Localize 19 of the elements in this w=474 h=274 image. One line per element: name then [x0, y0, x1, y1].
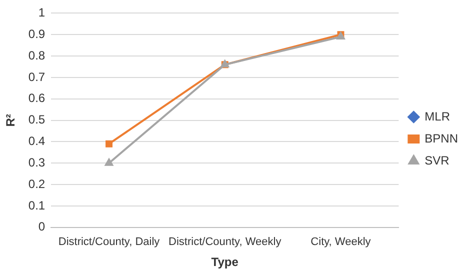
legend-label: BPNN [424, 131, 458, 146]
y-tick-label: 1 [38, 6, 46, 20]
y-tick-label: 0 [38, 220, 46, 234]
y-tick-label: 0.6 [28, 91, 46, 106]
x-tick-label: City, Weekly [310, 236, 372, 248]
y-tick-label: 0.1 [28, 198, 46, 212]
y-tick-label: 0.3 [28, 155, 46, 170]
legend-label: SVR [424, 153, 450, 168]
y-tick-label: 0.7 [28, 70, 46, 84]
legend-label: MLR [424, 109, 450, 124]
x-tick-label: District/County, Daily [58, 236, 160, 248]
y-tick-label: 0.5 [28, 112, 46, 127]
x-axis-title: Type [211, 255, 239, 270]
y-tick-label: 0.8 [28, 48, 46, 62]
y-tick-label: 0.2 [28, 176, 46, 191]
x-tick-label: District/County, Weekly [168, 236, 282, 248]
y-tick-label: 0.4 [28, 134, 46, 148]
y-axis-title: R² [4, 114, 18, 127]
y-tick-label: 0.9 [28, 26, 46, 41]
